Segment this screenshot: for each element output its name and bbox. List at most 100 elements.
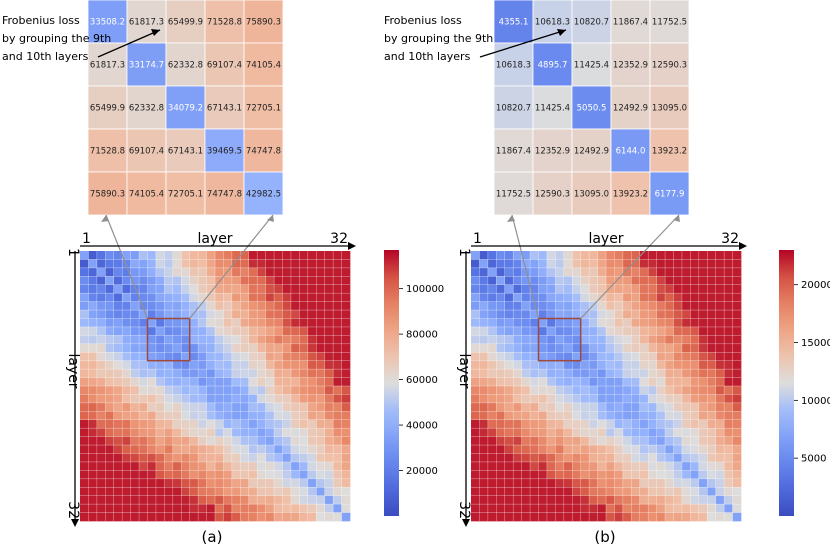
heatmap-cell xyxy=(231,326,241,336)
heatmap-cell xyxy=(215,470,224,480)
heatmap-cell xyxy=(681,504,691,513)
heatmap-cell xyxy=(496,318,506,328)
heatmap-cell xyxy=(724,276,733,286)
heatmap-cell xyxy=(307,386,317,395)
heatmap-cell xyxy=(223,377,233,387)
heatmap-cell xyxy=(681,369,691,378)
heatmap-cell xyxy=(248,512,258,522)
heatmap-cell xyxy=(88,360,98,370)
heatmap-cell xyxy=(215,343,224,353)
heatmap-cell xyxy=(487,267,497,277)
heatmap-cell xyxy=(665,284,674,294)
heatmap-cell xyxy=(530,369,539,378)
heatmap-cell xyxy=(572,445,582,454)
heatmap-cell xyxy=(521,428,531,437)
heatmap-cell xyxy=(122,453,131,463)
heatmap-cell xyxy=(341,478,351,488)
heatmap-cell xyxy=(282,470,292,480)
inset-cell-value: 62332.8 xyxy=(168,61,203,71)
heatmap-cell xyxy=(724,436,733,446)
heatmap-cell xyxy=(471,343,480,353)
heatmap-cell xyxy=(597,335,607,345)
heatmap-cell xyxy=(622,386,632,395)
heatmap-cell xyxy=(471,461,480,471)
heatmap-cell xyxy=(555,411,565,421)
heatmap-cell xyxy=(698,453,708,463)
heatmap-cell xyxy=(555,419,565,429)
heatmap-cell xyxy=(189,301,199,311)
heatmap-cell xyxy=(299,267,309,277)
heatmap-cell xyxy=(724,267,733,277)
heatmap-cell xyxy=(248,487,258,497)
heatmap-cell xyxy=(555,402,565,412)
heatmap-cell xyxy=(521,360,531,370)
heatmap-cell xyxy=(673,487,683,497)
heatmap-cell xyxy=(307,402,317,412)
heatmap-cell xyxy=(257,360,266,370)
heatmap-cell xyxy=(231,301,241,311)
heatmap-cell xyxy=(274,402,283,412)
heatmap-cell xyxy=(665,495,674,505)
heatmap-cell xyxy=(189,352,199,362)
heatmap-cell xyxy=(299,259,309,269)
connector-line xyxy=(511,214,540,319)
heatmap-cell xyxy=(622,251,632,260)
heatmap-cell xyxy=(248,310,258,319)
heatmap-cell xyxy=(324,293,334,302)
heatmap-cell xyxy=(496,276,506,286)
heatmap-cell xyxy=(614,310,624,319)
heatmap-cell xyxy=(257,512,266,522)
heatmap-cell xyxy=(113,301,123,311)
heatmap-cell xyxy=(698,267,708,277)
heatmap-cell xyxy=(546,461,556,471)
heatmap-cell xyxy=(240,504,250,513)
heatmap-cell xyxy=(471,504,480,513)
heatmap-cell xyxy=(504,318,514,328)
x-axis-end: 32 xyxy=(330,231,348,247)
heatmap-cell xyxy=(555,360,565,370)
heatmap-cell xyxy=(546,495,556,505)
heatmap-cell xyxy=(333,470,342,480)
heatmap-cell xyxy=(538,402,548,412)
heatmap-cell xyxy=(715,504,725,513)
heatmap-cell xyxy=(597,470,607,480)
heatmap-cell xyxy=(189,470,199,480)
heatmap-cell xyxy=(563,428,573,437)
heatmap-cell xyxy=(206,487,216,497)
heatmap-cell xyxy=(155,310,165,319)
heatmap-cell xyxy=(164,411,174,421)
heatmap-cell xyxy=(487,386,497,395)
heatmap-cell xyxy=(307,504,317,513)
heatmap-cell xyxy=(530,461,539,471)
heatmap-cell xyxy=(479,487,489,497)
heatmap-cell xyxy=(606,326,615,336)
heatmap-cell xyxy=(698,293,708,302)
inset-cell xyxy=(165,42,206,87)
heatmap-cell xyxy=(198,369,207,378)
heatmap-cell xyxy=(215,436,224,446)
heatmap-cell xyxy=(316,276,326,286)
heatmap-cell xyxy=(105,478,115,488)
heatmap-cell xyxy=(307,487,317,497)
heatmap-cell xyxy=(631,259,641,269)
heatmap-cell xyxy=(707,335,717,345)
heatmap-cell xyxy=(504,276,514,286)
heatmap-cell xyxy=(715,326,725,336)
heatmap-cell xyxy=(690,386,700,395)
heatmap-cell xyxy=(504,369,514,378)
heatmap-cell xyxy=(139,445,148,454)
heatmap-cell xyxy=(513,419,522,429)
heatmap-cell xyxy=(673,453,683,463)
heatmap-cell xyxy=(665,461,674,471)
heatmap-cell xyxy=(732,461,742,471)
heatmap-cell xyxy=(715,478,725,488)
heatmap-cell xyxy=(707,445,717,454)
heatmap-cell xyxy=(673,360,683,370)
heatmap-cell xyxy=(622,504,632,513)
heatmap-cell xyxy=(471,436,480,446)
heatmap-cell xyxy=(563,394,573,404)
heatmap-cell xyxy=(307,470,317,480)
heatmap-cell xyxy=(622,335,632,345)
heatmap-cell xyxy=(290,478,300,488)
inset-cell-value: 10618.3 xyxy=(496,61,531,71)
